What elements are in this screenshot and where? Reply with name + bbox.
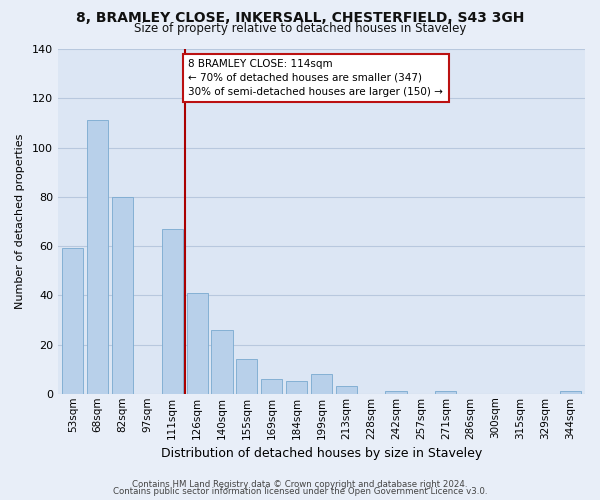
Bar — [162, 229, 183, 394]
Bar — [62, 248, 83, 394]
Text: 8, BRAMLEY CLOSE, INKERSALL, CHESTERFIELD, S43 3GH: 8, BRAMLEY CLOSE, INKERSALL, CHESTERFIEL… — [76, 11, 524, 25]
Bar — [385, 392, 407, 394]
Bar — [187, 293, 208, 394]
Bar — [311, 374, 332, 394]
Text: Size of property relative to detached houses in Staveley: Size of property relative to detached ho… — [134, 22, 466, 35]
Y-axis label: Number of detached properties: Number of detached properties — [15, 134, 25, 309]
Bar — [286, 382, 307, 394]
Text: 8 BRAMLEY CLOSE: 114sqm
← 70% of detached houses are smaller (347)
30% of semi-d: 8 BRAMLEY CLOSE: 114sqm ← 70% of detache… — [188, 59, 443, 97]
Bar — [261, 379, 283, 394]
Bar — [560, 392, 581, 394]
Bar — [336, 386, 357, 394]
Bar — [236, 360, 257, 394]
X-axis label: Distribution of detached houses by size in Staveley: Distribution of detached houses by size … — [161, 447, 482, 460]
Bar — [211, 330, 233, 394]
Bar — [435, 392, 457, 394]
Text: Contains public sector information licensed under the Open Government Licence v3: Contains public sector information licen… — [113, 487, 487, 496]
Bar — [112, 197, 133, 394]
Bar — [87, 120, 108, 394]
Text: Contains HM Land Registry data © Crown copyright and database right 2024.: Contains HM Land Registry data © Crown c… — [132, 480, 468, 489]
